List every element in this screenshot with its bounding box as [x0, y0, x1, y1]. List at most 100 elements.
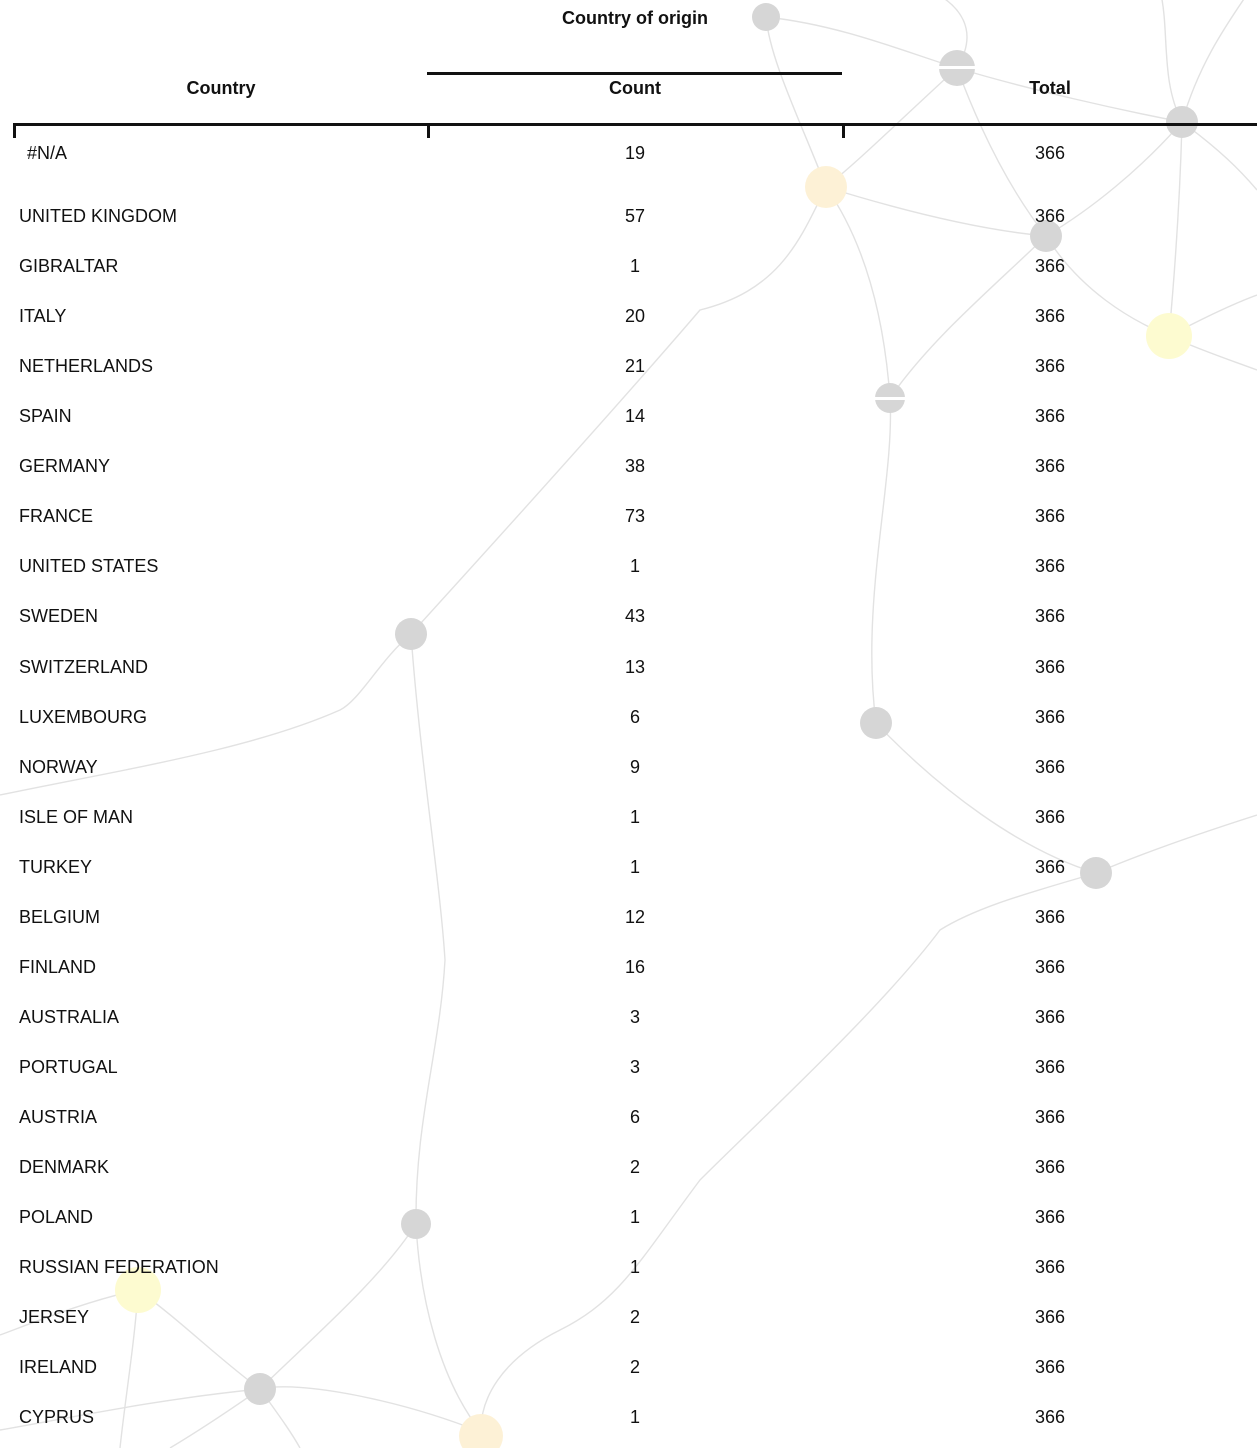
table-row: DENMARK 2 366 [0, 1153, 1257, 1181]
cell-count: 21 [624, 356, 646, 377]
table-row: GIBRALTAR 1 366 [0, 252, 1257, 280]
cell-country: CYPRUS [19, 1407, 95, 1428]
cell-country: IRELAND [19, 1357, 98, 1378]
network-nodes [115, 3, 1198, 1448]
cell-country: SPAIN [19, 406, 72, 427]
table-row: SWEDEN 43 366 [0, 602, 1257, 630]
cell-count: 12 [624, 906, 646, 927]
table-row: ITALY 20 366 [0, 302, 1257, 330]
cell-count: 1 [629, 256, 640, 277]
cell-country: NETHERLANDS [19, 356, 154, 377]
cell-count: 20 [624, 306, 646, 327]
cell-count: 2 [629, 1156, 640, 1177]
cell-total: 366 [1034, 556, 1066, 577]
cell-country: AUSTRIA [19, 1106, 98, 1127]
cell-count: 1 [629, 1407, 640, 1428]
cell-total: 366 [1034, 856, 1066, 877]
cell-count: 9 [629, 756, 640, 777]
table-row: ISLE OF MAN 1 366 [0, 803, 1257, 831]
table-row: TURKEY 1 366 [0, 853, 1257, 881]
cell-count: 1 [629, 1257, 640, 1277]
cell-country: TURKEY [19, 856, 93, 877]
table-row: SWITZERLAND 13 366 [0, 653, 1257, 681]
table-row: LUXEMBOURG 6 366 [0, 703, 1257, 731]
cell-total: 366 [1034, 1056, 1066, 1077]
table-row: AUSTRIA 6 366 [0, 1103, 1257, 1131]
cell-country: SWEDEN [19, 606, 99, 627]
cell-total: 366 [1034, 606, 1066, 627]
table-row: UNITED STATES 1 366 [0, 552, 1257, 580]
table-row: NETHERLANDS 21 366 [0, 352, 1257, 380]
cell-country: UNITED KINGDOM [19, 206, 178, 226]
table-row: AUSTRALIA 3 366 [0, 1003, 1257, 1031]
cell-country: ISLE OF MAN [19, 806, 134, 827]
table-row: JERSEY 2 366 [0, 1303, 1257, 1331]
cell-total: 366 [1034, 356, 1066, 377]
column-header-total: Total [1029, 78, 1071, 98]
table-row: BELGIUM 12 366 [0, 903, 1257, 931]
cell-count: 19 [624, 143, 646, 163]
cell-total: 366 [1034, 956, 1066, 977]
cell-country: FINLAND [19, 956, 97, 977]
table-row: IRELAND 2 366 [0, 1353, 1257, 1381]
cell-total: 366 [1034, 1156, 1066, 1177]
header-rule [13, 123, 1257, 126]
header-tick-left [13, 123, 16, 138]
cell-total: 366 [1034, 456, 1066, 477]
cell-total: 366 [1034, 656, 1066, 677]
cell-country: RUSSIAN FEDERATION [19, 1257, 219, 1277]
cell-total: 366 [1034, 1307, 1066, 1328]
cell-total: 366 [1034, 506, 1066, 527]
column-header-count: Count [609, 78, 661, 98]
cell-country: BELGIUM [19, 906, 101, 927]
cell-count: 43 [624, 606, 646, 627]
cell-count: 13 [624, 656, 646, 677]
cell-count: 3 [629, 1006, 640, 1027]
table-row: GERMANY 38 366 [0, 452, 1257, 480]
table-row: CYPRUS 1 366 [0, 1403, 1257, 1431]
cell-total: 366 [1034, 306, 1066, 327]
cell-total: 366 [1034, 1006, 1066, 1027]
cell-count: 2 [629, 1357, 640, 1378]
header-tick-total [842, 123, 845, 138]
cell-count: 38 [624, 456, 646, 477]
cell-country: ITALY [19, 306, 67, 327]
table-row: FRANCE 73 366 [0, 502, 1257, 530]
cell-total: 366 [1034, 1207, 1066, 1227]
table-row: SPAIN 14 366 [0, 402, 1257, 430]
table-row: FINLAND 16 366 [0, 953, 1257, 981]
table-row: PORTUGAL 3 366 [0, 1053, 1257, 1081]
cell-total: 366 [1034, 1407, 1066, 1428]
header-tick-count [427, 123, 430, 138]
cell-country: #N/A [27, 143, 68, 163]
cell-total: 366 [1034, 256, 1066, 277]
column-group-rule [427, 72, 842, 75]
table-row: POLAND 1 366 [0, 1203, 1257, 1231]
cell-count: 1 [629, 556, 640, 577]
cell-count: 14 [624, 406, 646, 427]
cell-total: 366 [1034, 906, 1066, 927]
cell-count: 6 [629, 1106, 640, 1127]
cell-total: 366 [1034, 706, 1066, 727]
cell-count: 57 [624, 206, 646, 226]
cell-country: UNITED STATES [19, 556, 159, 577]
cell-count: 1 [629, 806, 640, 827]
cell-country: GIBRALTAR [19, 256, 119, 277]
cell-country: GERMANY [19, 456, 111, 477]
table-row: UNITED KINGDOM 57 366 [0, 202, 1257, 230]
cell-count: 73 [624, 506, 646, 527]
cell-country: JERSEY [19, 1307, 90, 1328]
column-header-country: Country [186, 78, 256, 98]
cell-country: FRANCE [19, 506, 94, 527]
column-group-header: Country of origin [562, 8, 708, 28]
cell-total: 366 [1034, 806, 1066, 827]
cell-total: 366 [1034, 406, 1066, 427]
cell-country: POLAND [19, 1207, 94, 1227]
cell-country: NORWAY [19, 756, 98, 777]
cell-country: AUSTRALIA [19, 1006, 120, 1027]
cell-total: 366 [1034, 756, 1066, 777]
cell-count: 3 [629, 1056, 640, 1077]
